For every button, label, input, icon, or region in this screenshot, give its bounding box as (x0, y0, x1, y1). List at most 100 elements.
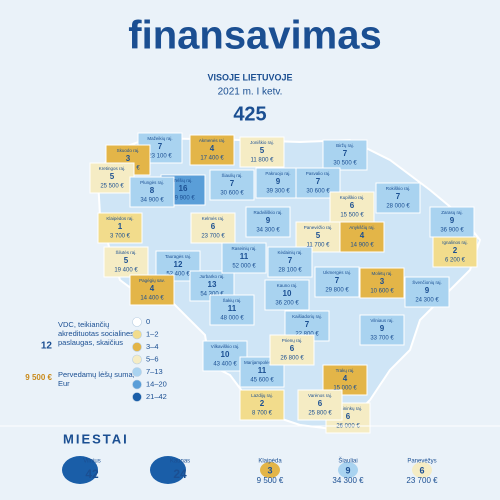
map: Mažeikių raj.723 100 €Akmenės raj.417 40… (89, 132, 478, 434)
legend-sum: 9 500 € (25, 373, 52, 382)
district-count: 7 (316, 177, 321, 186)
district-name: Klaipėdos raj. (106, 216, 133, 221)
district-sum: 10 600 € (370, 289, 394, 295)
district (209, 294, 255, 326)
district-count: 4 (343, 374, 348, 383)
district (239, 389, 285, 421)
district-count: 6 (318, 399, 323, 408)
city-sum: 23 700 € (406, 476, 438, 485)
district (322, 139, 368, 171)
district-name: Švenčionių raj. (412, 279, 442, 285)
district (190, 212, 236, 244)
city-name: Vilnius (83, 459, 101, 465)
district-name: Šalčininkų raj. (334, 405, 362, 411)
district (297, 389, 343, 421)
district-count: 8 (150, 186, 155, 195)
district-sum: 6 200 € (445, 258, 466, 264)
district-count: 9 (450, 216, 455, 225)
district-count: 11 (240, 252, 249, 261)
district-sum: 39 300 € (266, 189, 290, 195)
city-count: 9 (345, 465, 350, 475)
district-name: Biržų raj. (336, 143, 354, 148)
city-name: Šiauliai (338, 458, 357, 465)
total: 425 (233, 103, 266, 125)
district-name: Anykščių raj. (349, 225, 375, 230)
district-sum: 33 700 € (370, 336, 394, 342)
district-count: 7 (305, 320, 310, 329)
city-sum: 9 500 € (257, 476, 284, 485)
city-shape (62, 456, 98, 484)
district-name: Pasvalio raj. (306, 171, 331, 176)
legend-label: 14–20 (146, 379, 167, 388)
city-shape (412, 462, 432, 478)
legend-label: 7–13 (146, 367, 163, 376)
district-name: Vilkaviškio raj. (211, 344, 239, 349)
district-count: 3 (126, 154, 131, 163)
district-sum: 34 300 € (256, 228, 280, 234)
legend-swatch (132, 317, 142, 327)
legend-label: 21–42 (146, 392, 167, 401)
district-name: Akmenės raj. (199, 138, 225, 143)
district-sum: 25 500 € (100, 184, 124, 190)
scope: VISOJE LIETUVOJE (207, 72, 292, 82)
district (202, 340, 248, 372)
district-name: Varėnos raj. (308, 393, 332, 398)
district-name: Ignalinos raj. (442, 240, 468, 245)
legend-sum-text-box: Pervedamų lėšų suma, Eur (58, 370, 135, 388)
district (329, 191, 375, 223)
district-name: Kretingos raj. (99, 166, 126, 171)
district-count: 6 (346, 412, 351, 421)
city-name: Panevėžys (407, 459, 436, 465)
district-count: 9 (266, 216, 271, 225)
district-name: Šiaulių raj. (221, 172, 242, 178)
district (255, 167, 301, 199)
district (129, 274, 175, 306)
district-name: Pagėgių sav. (139, 278, 165, 283)
district-name: Lazdijų raj. (251, 393, 273, 398)
district (339, 221, 385, 253)
district (267, 246, 313, 278)
district-count: 5 (316, 231, 321, 240)
legend-label: 3–4 (146, 342, 159, 351)
district-count: 3 (380, 277, 385, 286)
cities-title: MIESTAI (63, 431, 129, 446)
district-sum: 14 400 € (140, 296, 164, 302)
district-sum: 29 800 € (325, 288, 349, 294)
district-sum: 17 400 € (200, 156, 224, 162)
district-sum: 15 500 € (340, 213, 364, 219)
district-count: 7 (396, 192, 401, 201)
legend-swatch (132, 379, 142, 390)
district-count: 13 (208, 280, 217, 289)
district-sum: 23 100 € (148, 154, 172, 160)
district-name: Kelmės raj. (202, 216, 225, 221)
district-sum: 30 500 € (333, 161, 357, 167)
district-sum: 34 900 € (140, 198, 164, 204)
legend-sum-text: Pervedamų lėšų suma, Eur (58, 370, 135, 388)
district-name: Telšių raj. (173, 178, 192, 183)
district-sum: 28 000 € (386, 204, 410, 210)
district-sum: 3 700 € (110, 234, 131, 240)
district-count: 11 (228, 304, 237, 313)
district-count: 9 (276, 177, 281, 186)
district-count: 7 (288, 256, 293, 265)
district (189, 134, 235, 166)
district (432, 236, 478, 268)
city-count: 24 (173, 467, 187, 481)
district-name: Raseinių raj. (231, 246, 256, 251)
city-count: 42 (85, 467, 99, 481)
district-name: Joniškio raj. (250, 140, 274, 145)
district-count: 6 (350, 201, 355, 210)
district-sum: 45 600 € (250, 378, 274, 384)
district-name: Skuodo raj. (117, 148, 140, 153)
district (209, 169, 255, 201)
district-sum: 15 000 € (333, 386, 357, 392)
district-sum: 24 300 € (415, 298, 439, 304)
city-count: 3 (267, 465, 272, 475)
district-name: Tauragės raj. (165, 254, 191, 259)
legend-count: 12 (41, 341, 53, 352)
city-count: 6 (419, 465, 424, 475)
city-shape (150, 456, 186, 484)
district-sum: 19 400 € (114, 268, 138, 274)
